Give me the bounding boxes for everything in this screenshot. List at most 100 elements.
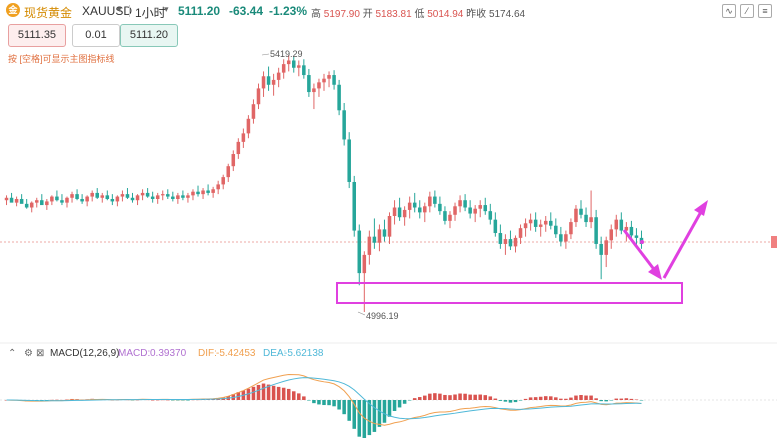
macd-hist-bar: [609, 400, 614, 401]
candle-body: [65, 197, 69, 203]
candle-body: [382, 229, 387, 237]
macd-hist-bar: [50, 399, 54, 401]
settings-icon[interactable]: ⚙: [24, 348, 33, 359]
price-change: -63.44: [229, 4, 264, 18]
candle-body: [150, 196, 155, 199]
dea-label: DEA:: [263, 348, 287, 359]
candle-body: [276, 72, 281, 80]
macd-hist-bar: [286, 388, 291, 400]
candle-body: [634, 235, 639, 238]
candle-body: [518, 228, 523, 238]
candle-body: [377, 229, 382, 243]
candle-body: [614, 219, 619, 230]
symbol-name[interactable]: 现货黄金: [24, 6, 73, 20]
candle-body: [322, 78, 326, 83]
candle-body: [367, 236, 372, 255]
candle-body: [145, 192, 150, 197]
macd-hist-bar: [508, 400, 513, 403]
collapse-chevron-icon[interactable]: ⌃: [8, 348, 17, 359]
candle-body: [120, 194, 125, 197]
prev-close-label: 昨收: [466, 9, 487, 20]
candle-body: [211, 189, 215, 193]
candle-body: [241, 133, 246, 142]
candle-body: [271, 79, 276, 85]
macd-hist-bar: [402, 400, 407, 404]
candle-body: [95, 192, 99, 198]
macd-hist-bar: [483, 395, 488, 400]
candle-body: [352, 181, 356, 231]
macd-hist-bar: [579, 395, 583, 400]
candle-body: [478, 205, 482, 209]
candle-body: [407, 202, 412, 210]
candle-body: [412, 202, 417, 208]
candle-body: [629, 226, 634, 236]
macd-hist-bar: [181, 400, 185, 401]
candle-body: [75, 194, 79, 199]
candle-body: [55, 196, 59, 201]
candle-body: [135, 195, 140, 201]
macd-hist-bar: [377, 400, 382, 427]
header-divider: [129, 5, 130, 17]
macd-value-label: MACD:: [118, 348, 151, 359]
symbol-code[interactable]: XAUUSD: [82, 4, 133, 18]
macd-hist-bar: [312, 400, 316, 404]
macd-hist-bar: [297, 393, 301, 400]
low-value: 5014.94: [427, 9, 464, 20]
sell-button[interactable]: 5111.35: [8, 24, 66, 47]
macd-hist-bar: [251, 386, 256, 400]
candle-body: [347, 139, 351, 182]
candle-body: [236, 141, 241, 155]
candle-body: [201, 190, 205, 195]
candle-body: [498, 233, 503, 244]
macd-hist-bar: [594, 398, 598, 400]
candle-body: [528, 219, 533, 224]
buy-button[interactable]: 5111.20: [120, 24, 178, 47]
macd-hist-bar: [387, 400, 392, 417]
candle-body: [196, 191, 200, 195]
candle-body: [523, 223, 528, 229]
candle-body: [14, 198, 19, 203]
close-icon[interactable]: ⊠: [36, 348, 45, 359]
open-label: 开: [362, 9, 373, 20]
candle-body: [599, 243, 603, 255]
candle-body: [609, 229, 614, 241]
candle-body: [130, 197, 135, 201]
settings-icon[interactable]: ≡: [758, 4, 772, 18]
candle-body: [40, 200, 44, 206]
candle-body: [458, 200, 462, 207]
macd-hist-bar: [327, 400, 331, 406]
macd-value: 0.39370: [150, 348, 187, 359]
macd-hist-bar: [45, 400, 49, 401]
indicator-icon[interactable]: ∿: [722, 4, 736, 18]
candle-body: [110, 198, 115, 202]
symbol-dropdown-chevron-icon[interactable]: ▾: [117, 4, 122, 14]
macd-hist-bar: [538, 396, 543, 400]
draw-icon[interactable]: ⁄: [740, 4, 754, 18]
candle-body: [402, 209, 407, 218]
macd-hist-bar: [176, 400, 180, 401]
macd-hist-bar: [448, 395, 452, 400]
macd-hist-bar: [574, 395, 578, 400]
down-arrow-head: [648, 264, 662, 280]
candle-body: [327, 75, 331, 79]
quantity-input[interactable]: 0.01: [72, 24, 120, 47]
macd-hist-bar: [362, 400, 367, 438]
last-price: 5111.20: [178, 4, 221, 18]
candle-body: [100, 195, 105, 198]
indicator-hint: 按 [空格]可显示主图指标线: [8, 54, 115, 64]
interval-dropdown-chevron-icon[interactable]: ▾: [164, 4, 169, 14]
candle-body: [488, 211, 493, 220]
candle-body: [181, 195, 185, 198]
gold-coin-icon[interactable]: 金: [6, 3, 20, 17]
dea-value: -5.62138: [284, 348, 324, 359]
macd-hist-bar: [599, 400, 603, 402]
macd-hist-bar: [503, 400, 508, 402]
interval-selector[interactable]: 1小时: [135, 6, 166, 20]
candle-body: [50, 196, 54, 202]
macd-hist-bar: [266, 384, 271, 400]
candle-body: [221, 177, 225, 185]
macd-hist-bar: [417, 397, 422, 400]
support-zone-box: [336, 282, 683, 304]
macd-hist-bar: [337, 400, 341, 410]
